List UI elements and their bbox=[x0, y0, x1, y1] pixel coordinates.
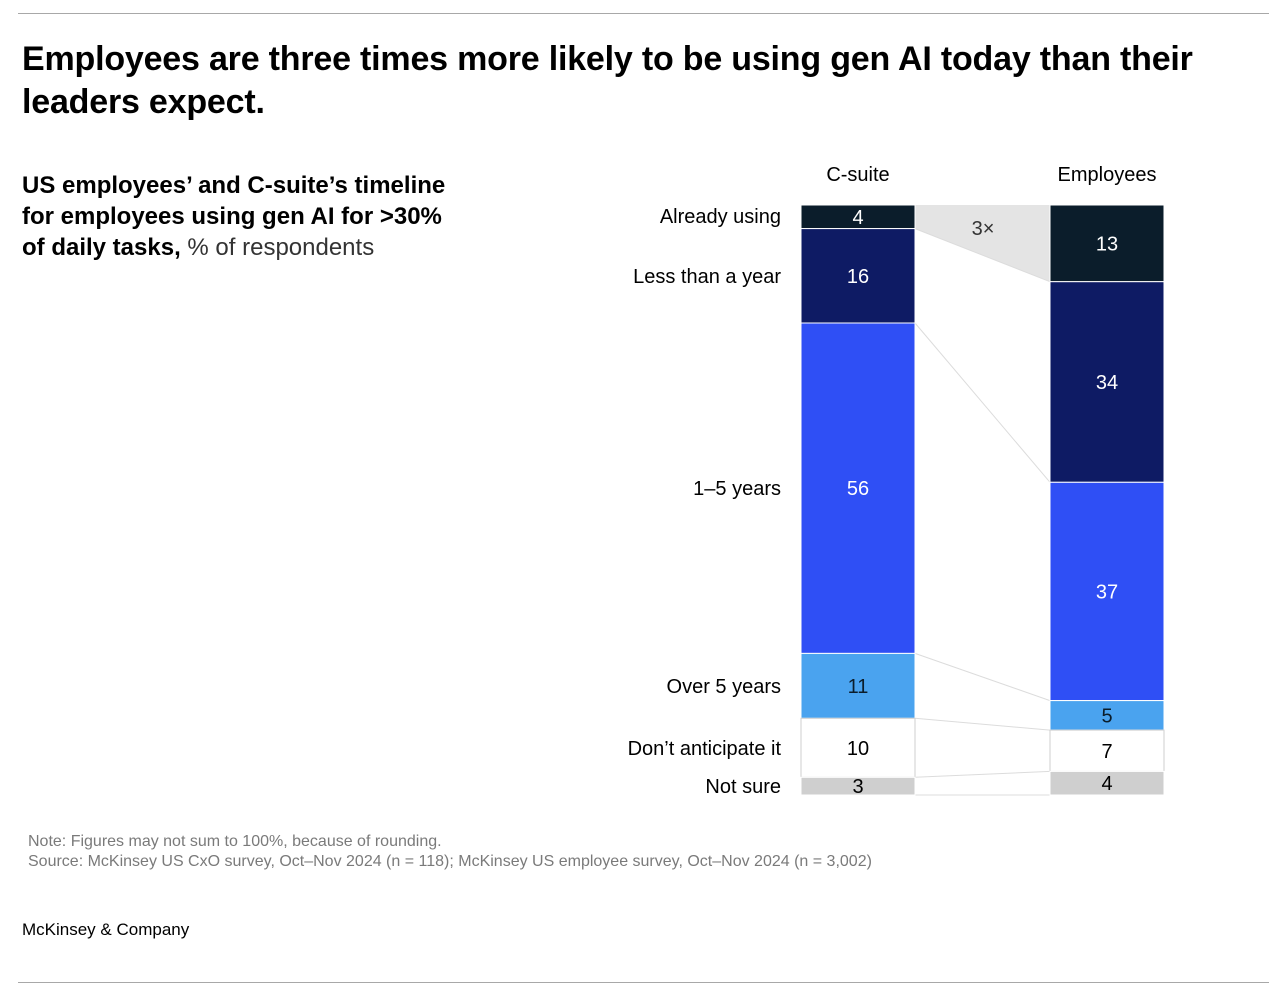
data-label: 5 bbox=[1101, 705, 1112, 727]
bar-segment-c-suite-less-than-a-year bbox=[800, 228, 916, 324]
employees-bar: 13 34 37 5 7 4 bbox=[1049, 204, 1165, 796]
bar-segment-c-suite-don-t-anticipate-it bbox=[800, 717, 916, 778]
bar-segment-employees-over-5-years bbox=[1049, 700, 1165, 731]
c-suite-column-label: C-suite bbox=[826, 164, 889, 186]
segment-label-less-than-a-year: Less than a year bbox=[633, 266, 781, 288]
connector-line bbox=[914, 652, 1051, 702]
segment-label-don-t-anticipate-it: Don’t anticipate it bbox=[628, 738, 782, 760]
bar-segment-employees-not-sure bbox=[1049, 770, 1165, 796]
data-label: 11 bbox=[848, 676, 869, 698]
data-label: 37 bbox=[1096, 581, 1118, 603]
data-label: 7 bbox=[1101, 741, 1112, 763]
segment-label-over-5-years: Over 5 years bbox=[667, 676, 781, 698]
data-label: 4 bbox=[852, 207, 863, 229]
bar-segment-c-suite-not-sure bbox=[800, 776, 916, 796]
segment-label-1-5-years: 1–5 years bbox=[693, 478, 781, 500]
already-using-highlight bbox=[915, 205, 1050, 282]
chart-subtitle: US employees’ and C-suite’s timeline for… bbox=[22, 170, 462, 263]
brand-name: McKinsey & Company bbox=[22, 920, 190, 939]
multiplier-annotation: 3× bbox=[972, 218, 995, 240]
connector-line bbox=[914, 322, 1051, 483]
subtitle-bold: US employees’ and C-suite’s timeline for… bbox=[22, 172, 446, 261]
bar-segment-employees-already-using bbox=[1049, 204, 1165, 283]
stacked-bar-chart: 3× 4 16 56 11 10 3 C-suite 13 34 37 5 7 4 Employees Alr… bbox=[628, 164, 1165, 798]
c-suite-bar: 4 16 56 11 10 3 bbox=[800, 204, 916, 798]
connector-line bbox=[914, 717, 1051, 731]
source-text: Source: McKinsey US CxO survey, Oct–Nov … bbox=[28, 853, 872, 870]
bar-segment-employees-1-5-years bbox=[1049, 481, 1165, 702]
connector-layer bbox=[914, 205, 1051, 796]
data-label: 56 bbox=[847, 478, 869, 500]
connector-line bbox=[914, 228, 1051, 283]
chart-title: Employees are three times more likely to… bbox=[22, 40, 1193, 121]
bar-segment-employees-don-t-anticipate-it bbox=[1049, 729, 1165, 772]
bottom-rule bbox=[18, 982, 1269, 983]
segment-label-not-sure: Not sure bbox=[705, 776, 781, 798]
data-label: 34 bbox=[1096, 372, 1118, 394]
bar-segment-c-suite-over-5-years bbox=[800, 652, 916, 719]
data-label: 10 bbox=[847, 738, 869, 760]
connector-line bbox=[914, 770, 1051, 778]
data-label: 3 bbox=[852, 776, 863, 798]
subtitle-unit: % of respondents bbox=[187, 234, 375, 261]
segment-label-already-using: Already using bbox=[660, 206, 781, 228]
data-label: 13 bbox=[1096, 233, 1118, 255]
data-label: 16 bbox=[847, 266, 869, 288]
footnotes: Note: Figures may not sum to 100%, becau… bbox=[28, 832, 1228, 872]
data-label: 4 bbox=[1101, 773, 1112, 795]
top-rule bbox=[18, 13, 1269, 14]
bar-segment-employees-less-than-a-year bbox=[1049, 281, 1165, 483]
note-text: Note: Figures may not sum to 100%, becau… bbox=[28, 833, 442, 850]
employees-column-label: Employees bbox=[1058, 164, 1157, 186]
bar-segment-c-suite-1-5-years bbox=[800, 322, 916, 654]
